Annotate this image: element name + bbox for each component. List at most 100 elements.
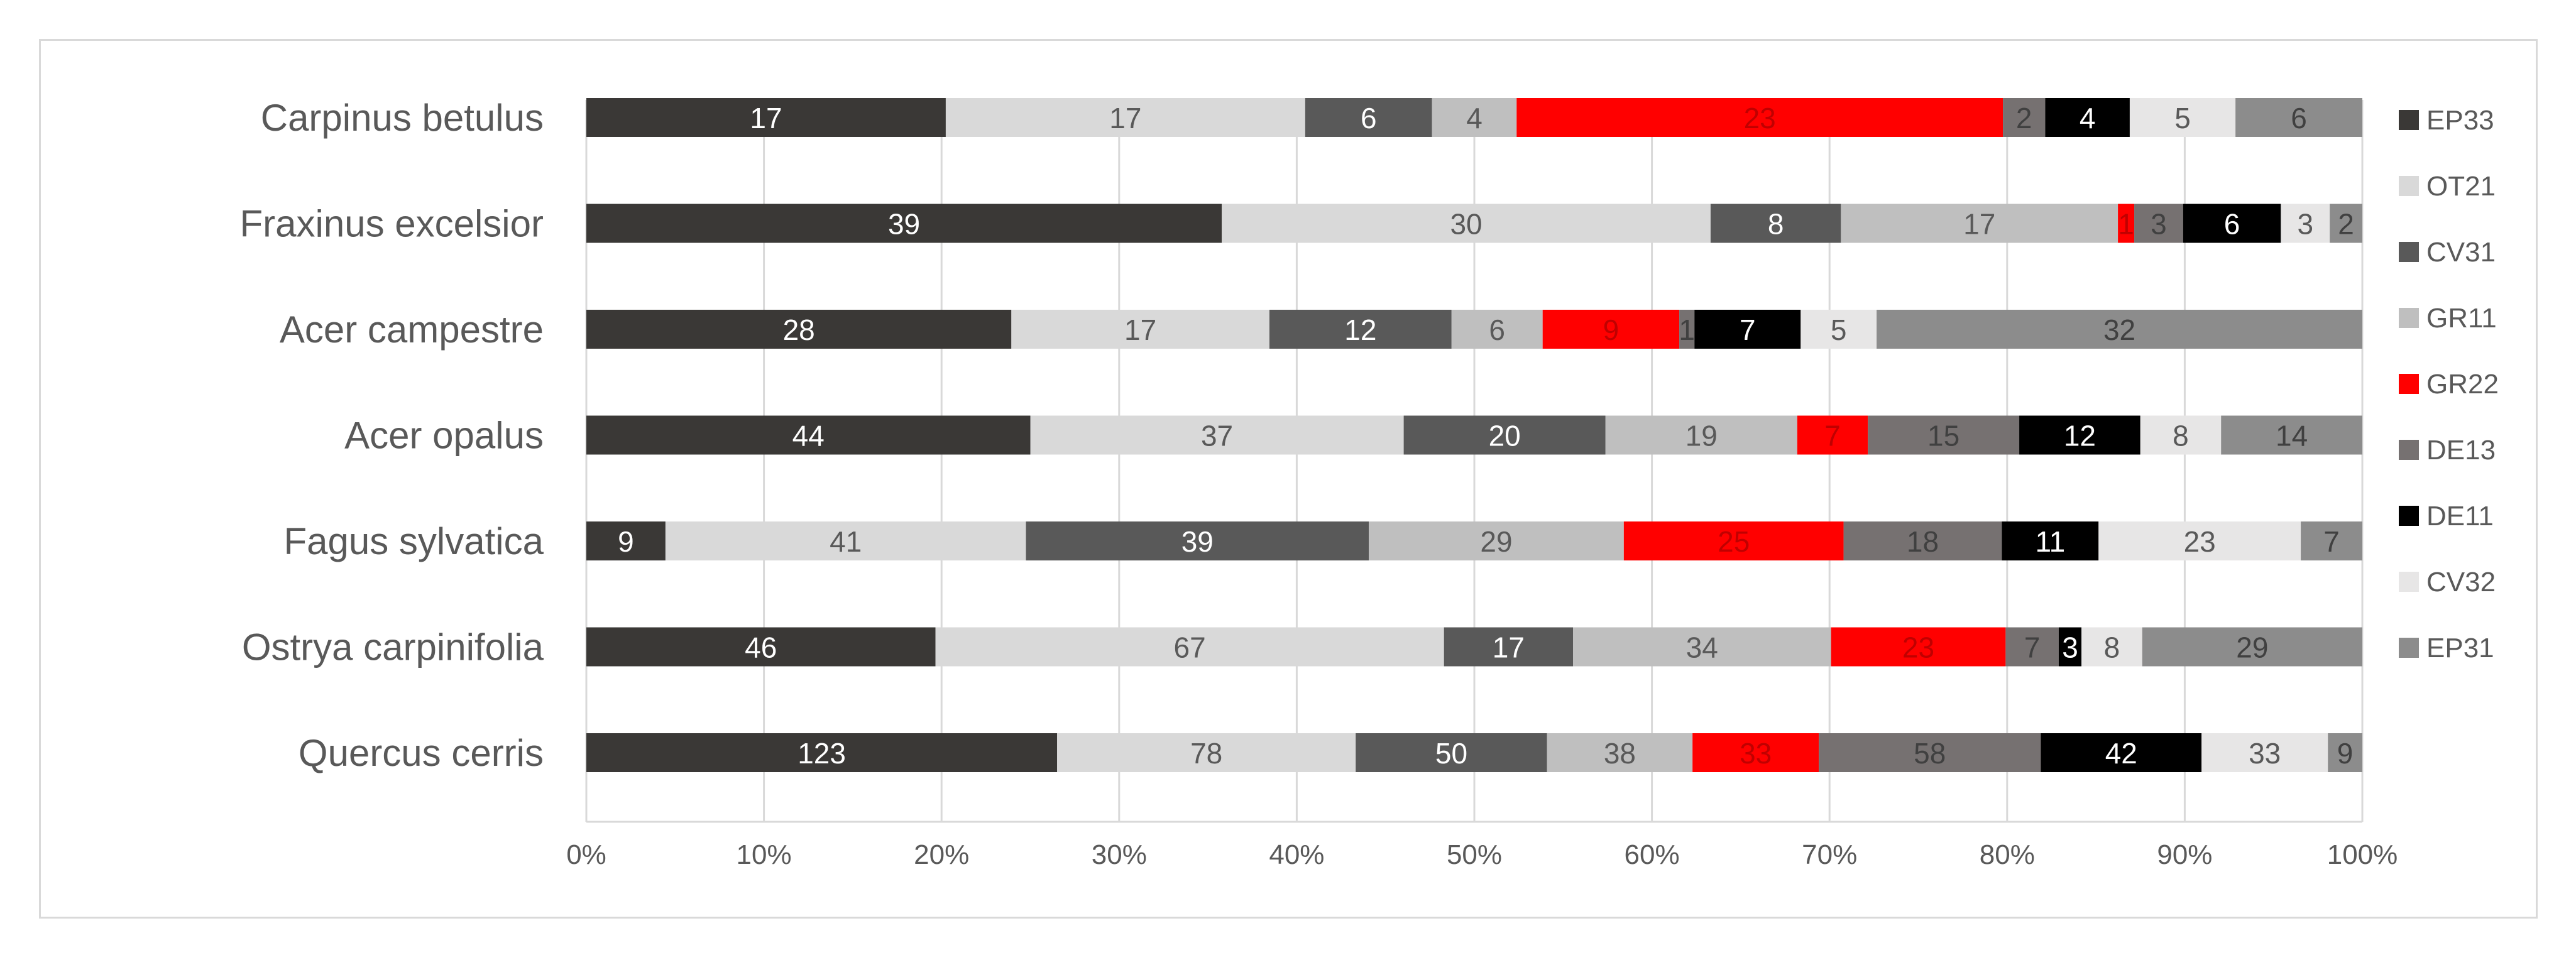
- data-label: 33: [1740, 737, 1772, 770]
- data-label: 37: [1201, 420, 1233, 452]
- bar-segment: [1030, 415, 1404, 455]
- data-label: 58: [1914, 737, 1946, 770]
- bar-segment: [2221, 415, 2362, 455]
- bar-segment: [2045, 98, 2130, 137]
- data-label: 19: [1685, 420, 1718, 452]
- data-label: 28: [783, 314, 815, 346]
- x-tick-label: 90%: [2157, 839, 2212, 870]
- x-tick-label: 60%: [1625, 839, 1680, 870]
- data-label: 17: [1493, 631, 1525, 664]
- data-label: 1: [2118, 208, 2134, 241]
- legend-swatch: [2399, 440, 2419, 460]
- data-label: 2: [2338, 208, 2354, 241]
- bar-segment: [2134, 204, 2183, 243]
- legend-label: CV31: [2426, 237, 2496, 268]
- bar-segment: [1432, 98, 1517, 137]
- bar-segment: [1451, 310, 1543, 349]
- data-label: 29: [1480, 525, 1512, 558]
- bar-segment: [945, 98, 1305, 137]
- data-label: 12: [1344, 314, 1376, 346]
- x-tick-label: 0%: [566, 839, 606, 870]
- data-label: 67: [1174, 631, 1206, 664]
- legend-label: EP31: [2426, 633, 2494, 663]
- bar-segment: [586, 733, 1058, 772]
- data-label: 17: [750, 102, 782, 134]
- data-label: 6: [1361, 102, 1377, 134]
- bar-segment: [1605, 415, 1797, 455]
- bar-segment: [1222, 204, 1711, 243]
- bar-segment: [2002, 521, 2099, 560]
- data-label: 6: [1489, 314, 1505, 346]
- data-label: 3: [2151, 208, 2167, 241]
- bar-segment: [2142, 627, 2362, 667]
- x-tick-label: 50%: [1447, 839, 1502, 870]
- legend-label: OT21: [2426, 171, 2496, 202]
- bar-segment: [2301, 521, 2362, 560]
- data-label: 5: [1831, 314, 1847, 346]
- data-label: 46: [745, 631, 777, 664]
- data-label: 41: [830, 525, 862, 558]
- bar-segment: [1542, 310, 1680, 349]
- x-tick-label: 20%: [914, 839, 969, 870]
- data-label: 1: [1679, 314, 1695, 346]
- bar-segment: [1369, 521, 1624, 560]
- bar-segment: [2058, 627, 2082, 667]
- bar-segment: [1356, 733, 1547, 772]
- data-label: 6: [2291, 102, 2307, 134]
- legend-swatch: [2399, 308, 2419, 328]
- bar-segment: [586, 415, 1031, 455]
- data-label: 11: [2035, 525, 2065, 558]
- x-tick-label: 30%: [1092, 839, 1147, 870]
- bar-segment: [2003, 98, 2046, 137]
- data-label: 7: [2024, 631, 2041, 664]
- legend: EP33 OT21 CV31 GR11 GR22 DE13 DE11 CV32 EP31: [2399, 105, 2499, 663]
- data-label: 9: [1603, 314, 1620, 346]
- data-label: 7: [1740, 314, 1756, 346]
- legend-label: CV32: [2426, 567, 2496, 598]
- data-label: 9: [2337, 737, 2354, 770]
- category-label: Acer campestre: [280, 308, 544, 351]
- bar-segment: [1057, 733, 1356, 772]
- data-label: 3: [2297, 208, 2313, 241]
- bar-segment: [2183, 204, 2281, 243]
- bar-segment: [2129, 98, 2236, 137]
- bar-segment: [1692, 733, 1819, 772]
- bar-segment: [1710, 204, 1841, 243]
- data-label: 123: [797, 737, 846, 770]
- bar-segment: [2140, 415, 2222, 455]
- x-tick-label: 70%: [1802, 839, 1857, 870]
- bar-segment: [1269, 310, 1452, 349]
- bar-segment: [2019, 415, 2140, 455]
- data-label: 42: [2105, 737, 2137, 770]
- category-label: Fagus sylvatica: [284, 520, 544, 562]
- x-tick-label: 40%: [1269, 839, 1324, 870]
- data-label: 30: [1450, 208, 1482, 241]
- x-tick-label: 80%: [1980, 839, 2035, 870]
- bar-segment: [935, 627, 1444, 667]
- bar-segment: [1877, 310, 2362, 349]
- x-tick-label: 10%: [737, 839, 792, 870]
- data-label: 23: [1902, 631, 1934, 664]
- legend-swatch: [2399, 242, 2419, 262]
- bar-segment: [586, 310, 1012, 349]
- legend-swatch: [2399, 638, 2419, 658]
- data-label: 8: [2104, 631, 2120, 664]
- data-label: 39: [888, 208, 920, 241]
- bar-segment: [1819, 733, 2041, 772]
- data-label: 44: [792, 420, 825, 452]
- data-label: 18: [1907, 525, 1939, 558]
- legend-label: EP33: [2426, 105, 2494, 136]
- bar-segment: [2098, 521, 2301, 560]
- bar-segment: [1026, 521, 1369, 560]
- bar-segment: [2235, 98, 2362, 137]
- data-label: 34: [1686, 631, 1718, 664]
- bar-segment: [1573, 627, 1831, 667]
- bar-segment: [1694, 310, 1801, 349]
- bar-segment: [2330, 204, 2362, 243]
- bar-segment: [2081, 627, 2142, 667]
- bar-segment: [1623, 521, 1844, 560]
- data-label: 38: [1604, 737, 1636, 770]
- bar-segment: [1831, 627, 2006, 667]
